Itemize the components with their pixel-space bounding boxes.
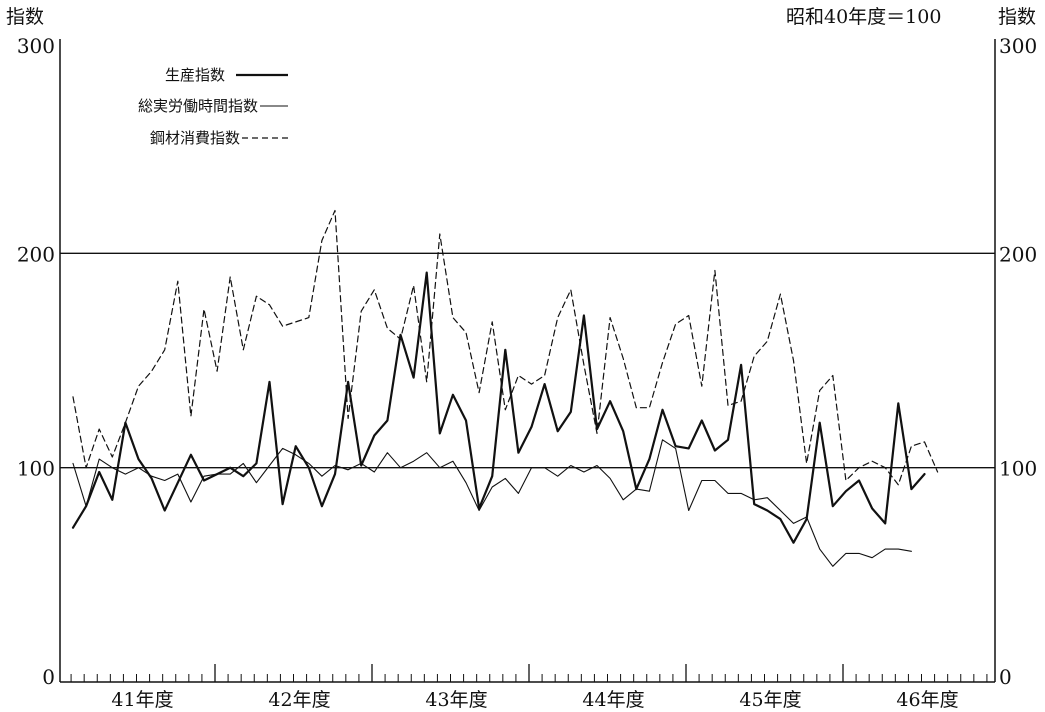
x-axis: 41年度 42年度 43年度 44年度 45年度 46年度 [70,664,988,711]
x-tick-label: 42年度 [268,689,330,711]
y-axis-left: 0 100 200 300 [17,34,55,689]
legend-label: 総実労働時間指数 [138,97,258,115]
y-axis-right: 0 100 200 300 [999,34,1037,689]
y-tick-left-300: 300 [17,34,55,58]
y-tick-right-0: 0 [999,665,1012,689]
y-tick-left-0: 0 [42,665,55,689]
plot-frame [59,39,996,683]
x-tick-label: 43年度 [425,689,487,711]
gridlines [60,252,995,469]
legend-label: 鋼材消費指数 [150,129,240,147]
x-tick-label: 46年度 [896,689,958,711]
y-tick-left-200: 200 [17,242,55,266]
legend-label: 生産指数 [165,66,225,84]
right-axis-unit: 指数 [998,6,1037,28]
series-line-3 [72,209,939,486]
x-tick-label: 44年度 [582,689,644,711]
y-tick-right-200: 200 [999,242,1037,266]
x-tick-label: 41年度 [111,689,173,711]
x-tick-label: 45年度 [739,689,801,711]
y-tick-right-300: 300 [999,34,1037,58]
series-layer [71,209,939,567]
series-line-2 [72,439,912,567]
left-axis-unit: 指数 [6,6,45,28]
base-year-note: 昭和40年度＝100 [786,6,942,28]
y-tick-left-100: 100 [17,457,55,481]
series-line-1 [71,271,926,544]
y-tick-right-100: 100 [999,457,1037,481]
